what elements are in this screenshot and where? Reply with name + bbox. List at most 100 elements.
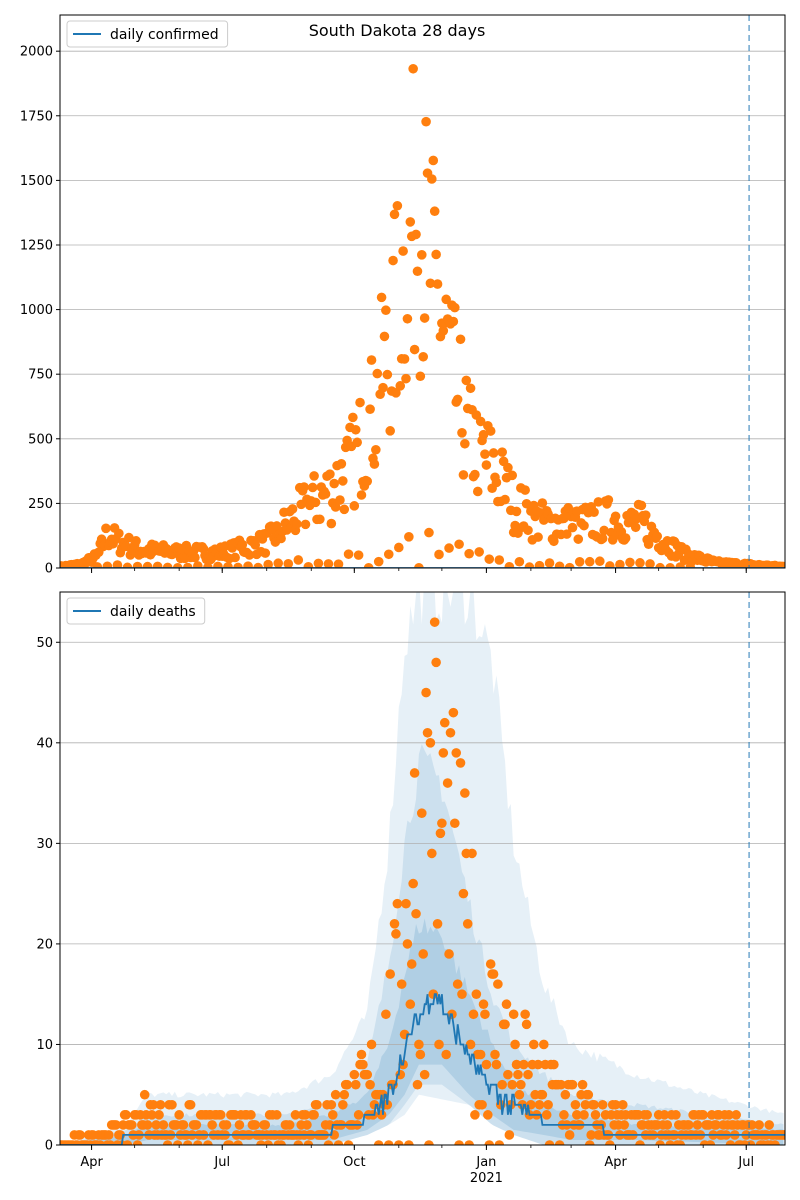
observed-point (419, 1069, 430, 1080)
observed-point (597, 533, 608, 544)
observed-point (147, 1110, 157, 1120)
observed-point (684, 1120, 694, 1130)
observed-point (233, 562, 243, 568)
observed-point (448, 707, 459, 718)
observed-point (523, 1069, 533, 1080)
uncertainty-band-1 (60, 744, 784, 1145)
observed-point (126, 1120, 137, 1130)
observed-point (534, 1099, 545, 1110)
observed-point (662, 1120, 673, 1130)
observed-point (475, 1049, 486, 1060)
observed-point (429, 617, 440, 627)
deaths-axes-frame (59, 591, 786, 1146)
observed-point (425, 278, 436, 289)
observed-point (460, 438, 470, 449)
observed-point (101, 523, 111, 534)
observed-point (500, 494, 510, 505)
deaths-legend: daily deaths (66, 597, 206, 625)
observed-point (770, 1140, 780, 1145)
observed-point (381, 305, 391, 316)
observed-point (523, 525, 533, 536)
observed-point (233, 1140, 243, 1145)
observed-point (111, 1120, 121, 1130)
observed-point (310, 497, 321, 508)
observed-point (213, 561, 223, 568)
observed-point (105, 1140, 116, 1145)
observed-point (655, 1140, 665, 1145)
observed-point (369, 459, 380, 469)
observed-point (182, 1140, 193, 1145)
observed-point (382, 369, 393, 380)
observed-point (381, 1009, 391, 1020)
observed-point (603, 495, 614, 505)
observed-point (483, 1110, 493, 1120)
observed-point (399, 354, 410, 364)
observed-point (605, 561, 615, 568)
observed-point (488, 448, 499, 458)
observed-point (244, 550, 255, 560)
observed-point (516, 1079, 526, 1090)
observed-point (429, 206, 440, 217)
observed-point (290, 1110, 301, 1120)
y-tick-label: 1750 (20, 109, 53, 124)
observed-point (454, 539, 464, 550)
observed-point (394, 542, 404, 553)
observed-point (442, 778, 453, 788)
y-tick-label: 750 (28, 368, 53, 383)
observed-point (560, 1089, 571, 1100)
observed-point (573, 534, 584, 544)
observed-point (511, 1059, 522, 1070)
observed-point (158, 1120, 169, 1130)
observed-point (731, 1110, 741, 1120)
observed-point (246, 1110, 256, 1120)
observed-point (391, 929, 401, 939)
observed-point (404, 532, 414, 542)
observed-point (589, 1099, 599, 1110)
observed-point (564, 1130, 575, 1140)
observed-point (326, 1099, 337, 1110)
observed-point (388, 255, 398, 266)
observed-point (421, 687, 431, 698)
y-tick-label: 1250 (20, 238, 53, 253)
observed-point (455, 334, 466, 345)
observed-point (494, 555, 505, 565)
observed-point (570, 1099, 581, 1110)
observed-point (580, 1099, 591, 1110)
observed-point (373, 1140, 384, 1145)
observed-point (142, 1120, 153, 1130)
observed-point (122, 1140, 133, 1145)
observed-point (450, 302, 460, 313)
observed-point (293, 555, 304, 565)
observed-point (511, 506, 522, 517)
observed-point (312, 1099, 322, 1110)
observed-point (454, 1140, 464, 1145)
observed-point (652, 531, 663, 542)
observed-point (424, 1140, 434, 1145)
observed-point (335, 495, 345, 505)
confirmed-y-axis: 0 250 500 750 1000 1250 1500 1750 2000 (20, 45, 60, 577)
x-tick-label: Jul (737, 1155, 754, 1170)
observed-point (508, 1009, 519, 1020)
x-tick-label: Oct (343, 1155, 365, 1170)
observed-point (411, 908, 421, 919)
observed-point (513, 1069, 523, 1080)
observed-point (485, 959, 496, 969)
observed-point (431, 249, 441, 260)
observed-point (300, 1110, 311, 1120)
observed-point (520, 1009, 530, 1020)
observed-point (574, 557, 585, 567)
observed-point (237, 539, 248, 550)
observed-point (104, 1130, 114, 1140)
observed-point (353, 1110, 364, 1120)
uncertainty-band-0 (60, 592, 784, 1145)
observed-point (541, 1110, 552, 1120)
observed-point (711, 1120, 721, 1130)
observed-point (396, 979, 407, 989)
observed-point (441, 294, 451, 305)
observed-point (481, 1059, 492, 1070)
observed-point (533, 1059, 543, 1070)
observed-point (391, 388, 401, 398)
observed-point (190, 552, 200, 563)
observed-point (584, 556, 595, 567)
observed-point (114, 528, 124, 539)
